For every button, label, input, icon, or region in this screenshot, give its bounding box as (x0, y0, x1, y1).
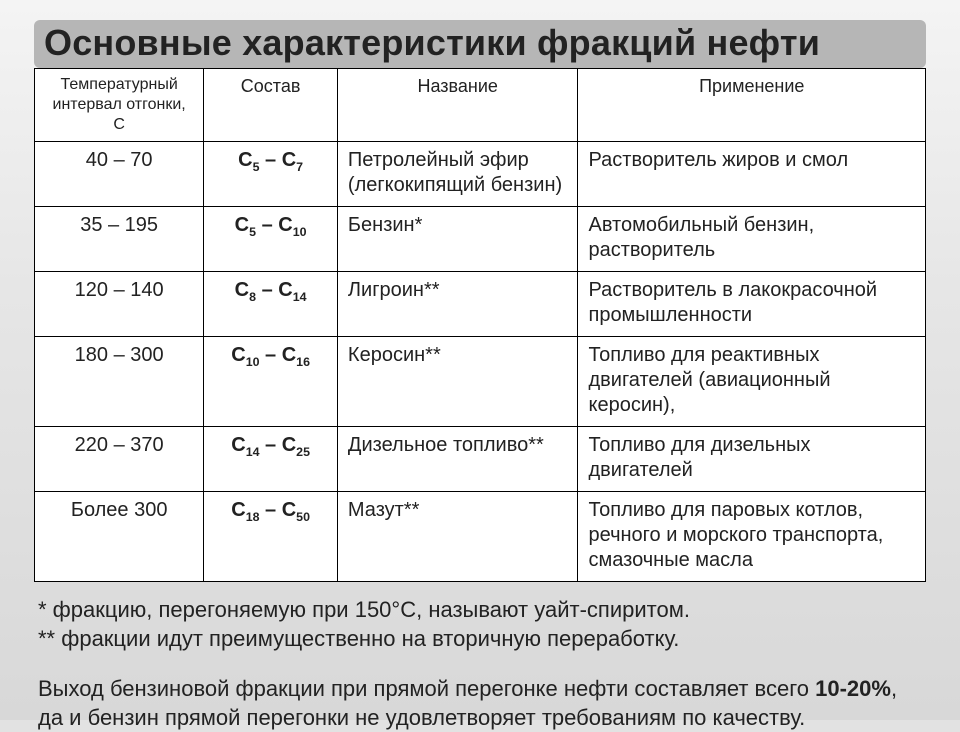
comp-hi: 25 (296, 445, 310, 459)
table-row: Более 300С18 – С50Мазут**Топливо для пар… (35, 492, 926, 582)
footnotes: * фракцию, перегоняемую при 150°С, назыв… (34, 596, 926, 732)
comp-hi: 10 (293, 225, 307, 239)
cell-name: Керосин** (337, 337, 578, 427)
comp-lo: 18 (246, 510, 260, 524)
col-header-app: Применение (578, 69, 926, 142)
cell-temp: Более 300 (35, 492, 204, 582)
cell-application: Растворитель в лакокрасочной промышленно… (578, 272, 926, 337)
cell-temp: 220 – 370 (35, 427, 204, 492)
cell-application: Растворитель жиров и смол (578, 142, 926, 207)
cell-name: Дизельное топливо** (337, 427, 578, 492)
col-header-comp: Состав (204, 69, 338, 142)
cell-application: Топливо для реактивных двигателей (авиац… (578, 337, 926, 427)
cell-name: Петролейный эфир (легкокипящий бензин) (337, 142, 578, 207)
comp-hi: 50 (296, 510, 310, 524)
footnote-p2-bold: 10-20% (815, 676, 891, 701)
cell-name: Бензин* (337, 207, 578, 272)
slide: Основные характеристики фракций нефти Те… (0, 0, 960, 720)
fractions-table: Температурный интервал отгонки, С Состав… (34, 68, 926, 582)
cell-name: Лигроин** (337, 272, 578, 337)
cell-composition: С14 – С25 (204, 427, 338, 492)
footnote-2: ** фракции идут преимущественно на втори… (38, 625, 922, 654)
cell-composition: С18 – С50 (204, 492, 338, 582)
comp-hi: 7 (296, 160, 303, 174)
table-body: 40 – 70С5 – С7Петролейный эфир (легкокип… (35, 142, 926, 582)
comp-lo: 5 (249, 225, 256, 239)
footnote-p2-prefix: Выход бензиновой фракции при прямой пере… (38, 676, 815, 701)
cell-application: Топливо для паровых котлов, речного и мо… (578, 492, 926, 582)
comp-hi: 14 (293, 290, 307, 304)
table-row: 220 – 370С14 – С25Дизельное топливо**Топ… (35, 427, 926, 492)
comp-lo: 8 (249, 290, 256, 304)
comp-lo: 14 (246, 445, 260, 459)
comp-lo: 5 (253, 160, 260, 174)
cell-application: Топливо для дизельных двигателей (578, 427, 926, 492)
col-header-temp: Температурный интервал отгонки, С (35, 69, 204, 142)
table-row: 40 – 70С5 – С7Петролейный эфир (легкокип… (35, 142, 926, 207)
page-title: Основные характеристики фракций нефти (44, 22, 820, 63)
col-header-name: Название (337, 69, 578, 142)
cell-composition: С10 – С16 (204, 337, 338, 427)
comp-lo: 10 (246, 355, 260, 369)
cell-composition: С5 – С10 (204, 207, 338, 272)
table-header-row: Температурный интервал отгонки, С Состав… (35, 69, 926, 142)
table-row: 120 – 140С8 – С14Лигроин**Растворитель в… (35, 272, 926, 337)
footnote-paragraph: Выход бензиновой фракции при прямой пере… (38, 675, 922, 732)
cell-temp: 40 – 70 (35, 142, 204, 207)
cell-name: Мазут** (337, 492, 578, 582)
comp-hi: 16 (296, 355, 310, 369)
title-band: Основные характеристики фракций нефти (34, 20, 926, 68)
cell-application: Автомобильный бензин, растворитель (578, 207, 926, 272)
cell-composition: С5 – С7 (204, 142, 338, 207)
cell-temp: 35 – 195 (35, 207, 204, 272)
cell-temp: 120 – 140 (35, 272, 204, 337)
table-row: 35 – 195С5 – С10Бензин*Автомобильный бен… (35, 207, 926, 272)
footnote-1: * фракцию, перегоняемую при 150°С, назыв… (38, 596, 922, 625)
cell-composition: С8 – С14 (204, 272, 338, 337)
table-row: 180 – 300С10 – С16Керосин**Топливо для р… (35, 337, 926, 427)
cell-temp: 180 – 300 (35, 337, 204, 427)
